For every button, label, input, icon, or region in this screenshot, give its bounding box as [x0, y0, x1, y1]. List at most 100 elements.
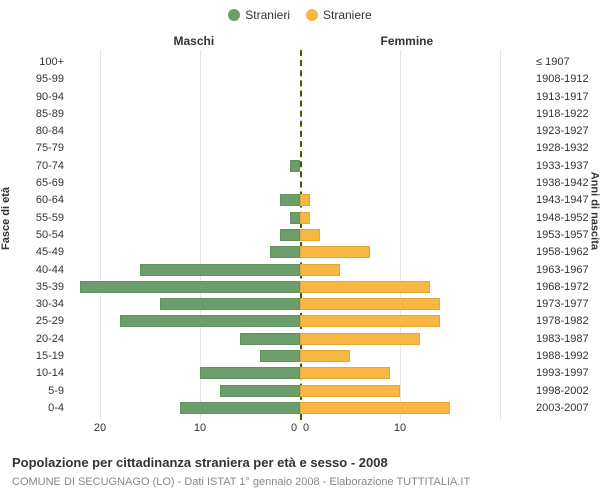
bar-male: [290, 212, 300, 224]
legend-item-female: Straniere: [306, 8, 372, 22]
pyramid-row: 65-691938-1942: [70, 175, 530, 191]
pyramid-row: 70-741933-1937: [70, 158, 530, 174]
x-tick: 0: [303, 422, 309, 434]
year-label: 1928-1932: [530, 140, 596, 156]
column-header-male: Maschi: [174, 34, 215, 48]
age-label: 30-34: [4, 296, 70, 312]
year-label: 1958-1962: [530, 244, 596, 260]
age-label: 45-49: [4, 244, 70, 260]
year-label: 1983-1987: [530, 331, 596, 347]
age-label: 50-54: [4, 227, 70, 243]
bar-male: [80, 281, 300, 293]
year-label: 1908-1912: [530, 71, 596, 87]
bar-female: [300, 194, 310, 206]
pyramid-row: 95-991908-1912: [70, 71, 530, 87]
age-label: 25-29: [4, 313, 70, 329]
pyramid-row: 100+≤ 1907: [70, 54, 530, 70]
age-label: 55-59: [4, 210, 70, 226]
year-label: 1978-1982: [530, 313, 596, 329]
bar-male: [290, 160, 300, 172]
year-label: 1998-2002: [530, 383, 596, 399]
bar-female: [300, 281, 430, 293]
pyramid-row: 0-42003-2007: [70, 400, 530, 416]
pyramid-row: 30-341973-1977: [70, 296, 530, 312]
year-label: 1993-1997: [530, 365, 596, 381]
age-label: 75-79: [4, 140, 70, 156]
age-label: 35-39: [4, 279, 70, 295]
age-label: 0-4: [4, 400, 70, 416]
bar-male: [280, 229, 300, 241]
pyramid-row: 75-791928-1932: [70, 140, 530, 156]
pyramid-row: 85-891918-1922: [70, 106, 530, 122]
pyramid-row: 60-641943-1947: [70, 192, 530, 208]
bar-female: [300, 246, 370, 258]
age-label: 80-84: [4, 123, 70, 139]
bar-male: [270, 246, 300, 258]
year-label: 1953-1957: [530, 227, 596, 243]
year-label: 1913-1917: [530, 89, 596, 105]
year-label: 1923-1927: [530, 123, 596, 139]
legend-swatch-female: [306, 9, 318, 21]
bar-male: [160, 298, 300, 310]
x-tick: 0: [291, 422, 297, 434]
bar-male: [180, 402, 300, 414]
pyramid-row: 40-441963-1967: [70, 262, 530, 278]
age-label: 40-44: [4, 262, 70, 278]
bar-male: [240, 333, 300, 345]
year-label: 1968-1972: [530, 279, 596, 295]
bar-female: [300, 333, 420, 345]
age-label: 100+: [4, 54, 70, 70]
pyramid-row: 5-91998-2002: [70, 383, 530, 399]
bar-male: [120, 315, 300, 327]
age-label: 90-94: [4, 89, 70, 105]
year-label: 1938-1942: [530, 175, 596, 191]
bar-female: [300, 350, 350, 362]
legend-label-male: Stranieri: [245, 8, 290, 22]
year-label: 1988-1992: [530, 348, 596, 364]
legend-swatch-male: [228, 9, 240, 21]
bar-female: [300, 385, 400, 397]
legend-label-female: Straniere: [323, 8, 372, 22]
year-label: 1973-1977: [530, 296, 596, 312]
year-label: ≤ 1907: [530, 54, 596, 70]
pyramid-row: 25-291978-1982: [70, 313, 530, 329]
bar-male: [260, 350, 300, 362]
legend-item-male: Stranieri: [228, 8, 290, 22]
age-label: 60-64: [4, 192, 70, 208]
age-label: 20-24: [4, 331, 70, 347]
bar-female: [300, 315, 440, 327]
year-label: 1963-1967: [530, 262, 596, 278]
age-label: 70-74: [4, 158, 70, 174]
pyramid-row: 45-491958-1962: [70, 244, 530, 260]
pyramid-row: 55-591948-1952: [70, 210, 530, 226]
age-label: 10-14: [4, 365, 70, 381]
pyramid-row: 10-141993-1997: [70, 365, 530, 381]
bar-female: [300, 212, 310, 224]
bar-female: [300, 229, 320, 241]
bar-female: [300, 367, 390, 379]
year-label: 1943-1947: [530, 192, 596, 208]
pyramid-row: 35-391968-1972: [70, 279, 530, 295]
year-label: 1933-1937: [530, 158, 596, 174]
age-label: 65-69: [4, 175, 70, 191]
pyramid-row: 15-191988-1992: [70, 348, 530, 364]
x-tick: 10: [394, 422, 406, 434]
column-header-female: Femmine: [381, 34, 434, 48]
bar-male: [220, 385, 300, 397]
age-label: 5-9: [4, 383, 70, 399]
age-label: 15-19: [4, 348, 70, 364]
year-label: 1948-1952: [530, 210, 596, 226]
bar-male: [140, 264, 300, 276]
bar-male: [200, 367, 300, 379]
pyramid-row: 90-941913-1917: [70, 89, 530, 105]
year-label: 1918-1922: [530, 106, 596, 122]
bar-female: [300, 298, 440, 310]
pyramid-row: 20-241983-1987: [70, 331, 530, 347]
age-label: 85-89: [4, 106, 70, 122]
pyramid-row: 50-541953-1957: [70, 227, 530, 243]
bar-female: [300, 264, 340, 276]
population-pyramid-chart: Stranieri Straniere Maschi Femmine Fasce…: [0, 0, 600, 500]
pyramid-row: 80-841923-1927: [70, 123, 530, 139]
chart-title: Popolazione per cittadinanza straniera p…: [12, 455, 588, 470]
chart-subtitle: COMUNE DI SECUGNAGO (LO) - Dati ISTAT 1°…: [12, 476, 588, 488]
